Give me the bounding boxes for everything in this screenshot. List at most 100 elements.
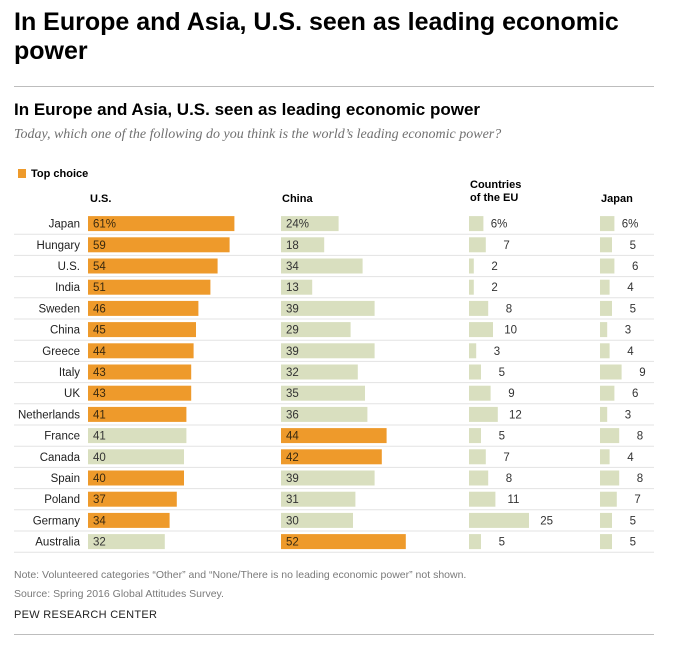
value-label-japan-france: 8 — [637, 431, 643, 443]
bar-us-greece — [88, 343, 194, 359]
value-label-japan-poland: 7 — [634, 494, 640, 506]
bar-japan-italy — [600, 364, 622, 380]
column-header-eu-line2: of the EU — [470, 192, 519, 204]
country-label-hungary: Hungary — [37, 240, 81, 252]
value-label-japan-japan: 6% — [622, 219, 639, 231]
value-label-eu-sweden: 8 — [506, 303, 512, 315]
value-label-us-spain: 40 — [93, 473, 106, 485]
value-label-japan-canada: 4 — [627, 452, 634, 464]
bar-us-japan — [88, 216, 235, 232]
bar-japan-uk — [600, 385, 615, 401]
bar-japan-india — [600, 279, 610, 295]
chart-note: Note: Volunteered categories “Other” and… — [14, 569, 467, 581]
value-label-us-sweden: 46 — [93, 303, 106, 315]
value-label-eu-spain: 8 — [506, 473, 512, 485]
country-label-uk: UK — [64, 388, 80, 400]
value-label-us-uk: 43 — [93, 388, 106, 400]
legend-swatch — [18, 169, 26, 178]
bottom-divider — [14, 634, 654, 635]
bar-us-u-s — [88, 258, 218, 274]
bar-eu-italy — [469, 364, 481, 380]
bar-us-spain — [88, 470, 184, 486]
bar-eu-australia — [469, 534, 481, 550]
value-label-china-germany: 30 — [286, 515, 299, 527]
bar-eu-netherlands — [469, 406, 498, 422]
value-label-us-japan: 61% — [93, 219, 116, 231]
bar-china-australia — [281, 534, 406, 550]
bar-china-greece — [281, 343, 375, 359]
bar-us-uk — [88, 385, 192, 401]
bar-eu-hungary — [469, 237, 486, 253]
value-label-eu-india: 2 — [491, 282, 497, 294]
bar-japan-sweden — [600, 300, 612, 316]
bar-china-poland — [281, 491, 356, 507]
bar-japan-germany — [600, 512, 612, 528]
value-label-us-australia: 32 — [93, 537, 106, 549]
value-label-china-u-s: 34 — [286, 261, 299, 273]
bar-eu-poland — [469, 491, 496, 507]
bar-china-italy — [281, 364, 358, 380]
bar-us-germany — [88, 512, 170, 528]
value-label-japan-uk: 6 — [632, 388, 638, 400]
country-label-canada: Canada — [40, 452, 81, 464]
value-label-japan-spain: 8 — [637, 473, 643, 485]
value-label-china-italy: 32 — [286, 367, 299, 379]
column-header-eu-line1: Countries — [470, 179, 522, 191]
bar-japan-australia — [600, 534, 612, 550]
bar-china-hungary — [281, 237, 325, 253]
bar-china-japan — [281, 216, 339, 232]
bar-japan-u-s — [600, 258, 615, 274]
country-label-netherlands: Netherlands — [18, 409, 80, 421]
bar-chart: Japan 61% 24% 6% 6%Hungary 59 18 7 5U.S. 54 34 2 6In… — [14, 216, 654, 553]
value-label-us-greece: 44 — [93, 346, 106, 358]
value-label-us-germany: 34 — [93, 515, 106, 527]
bar-eu-sweden — [469, 300, 489, 316]
bar-eu-uk — [469, 385, 491, 401]
bar-japan-canada — [600, 449, 610, 465]
country-label-greece: Greece — [42, 346, 80, 358]
bar-us-india — [88, 279, 211, 295]
value-label-us-netherlands: 41 — [93, 409, 106, 421]
bar-eu-greece — [469, 343, 477, 359]
bar-us-hungary — [88, 237, 230, 253]
value-label-china-uk: 35 — [286, 388, 299, 400]
value-label-eu-france: 5 — [499, 431, 505, 443]
value-label-japan-u-s: 6 — [632, 261, 638, 273]
bar-eu-india — [469, 279, 474, 295]
bar-japan-hungary — [600, 237, 612, 253]
value-label-eu-italy: 5 — [499, 367, 505, 379]
country-label-japan: Japan — [49, 219, 80, 231]
country-label-france: France — [44, 431, 80, 443]
column-header-us: U.S. — [90, 193, 112, 205]
value-label-eu-japan: 6% — [491, 219, 508, 231]
value-label-china-netherlands: 36 — [286, 409, 299, 421]
country-label-china: China — [50, 325, 81, 337]
value-label-japan-greece: 4 — [627, 346, 634, 358]
bar-china-sweden — [281, 300, 375, 316]
value-label-japan-australia: 5 — [630, 537, 636, 549]
value-label-eu-china: 10 — [504, 325, 517, 337]
bar-eu-spain — [469, 470, 489, 486]
value-label-eu-uk: 9 — [508, 388, 514, 400]
bar-us-france — [88, 428, 187, 444]
country-label-u-s: U.S. — [58, 261, 80, 273]
value-label-us-italy: 43 — [93, 367, 106, 379]
column-header-japan: Japan — [601, 193, 633, 205]
column-header-china: China — [282, 193, 313, 205]
top-divider — [14, 86, 654, 87]
value-label-china-australia: 52 — [286, 537, 299, 549]
value-label-eu-germany: 25 — [540, 515, 553, 527]
bar-china-france — [281, 428, 387, 444]
column-header-eu: Countries of the EU — [470, 179, 521, 205]
value-label-china-canada: 42 — [286, 452, 299, 464]
chart-title: In Europe and Asia, U.S. seen as leading… — [14, 100, 481, 119]
value-label-china-hungary: 18 — [286, 240, 299, 252]
country-label-germany: Germany — [33, 515, 81, 527]
value-label-china-france: 44 — [286, 431, 299, 443]
value-label-us-hungary: 59 — [93, 240, 106, 252]
bar-japan-greece — [600, 343, 610, 359]
bar-eu-france — [469, 428, 481, 444]
bar-us-netherlands — [88, 406, 187, 422]
bar-japan-china — [600, 322, 608, 338]
bar-china-germany — [281, 512, 353, 528]
